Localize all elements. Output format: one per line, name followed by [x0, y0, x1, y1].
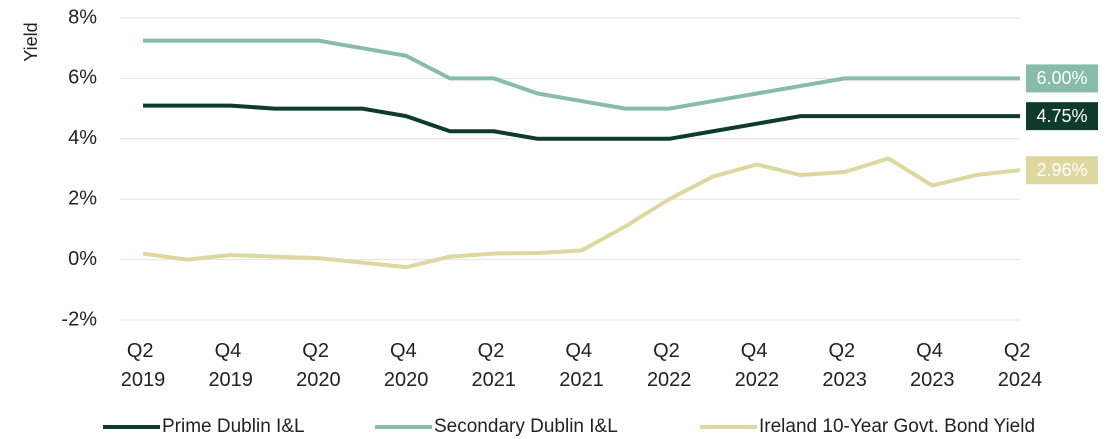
x-tick-label: Q2 2020: [296, 340, 341, 391]
y-tick-label: 2%: [68, 187, 97, 209]
y-tick-label: 6%: [68, 67, 97, 89]
legend-label: Secondary Dublin I&L: [434, 416, 618, 437]
x-tick-label: Q4 2023: [910, 340, 955, 391]
x-tick-label: Q4 2022: [735, 340, 780, 391]
x-tick-label: Q4 2019: [208, 340, 253, 391]
end-label: 6.00%: [1036, 68, 1087, 88]
x-tick-label: Q2 2023: [822, 340, 867, 391]
end-label: 2.96%: [1036, 160, 1087, 180]
y-tick-label: 8%: [68, 6, 97, 28]
series-line: [143, 38, 1020, 111]
y-axis-label: Yield: [21, 22, 41, 61]
legend-label: Prime Dublin I&L: [162, 416, 305, 437]
end-label-box: [1026, 156, 1098, 185]
x-tick-label: Q2 2021: [472, 340, 517, 391]
end-label: 4.75%: [1036, 106, 1087, 126]
legend-label: Ireland 10-Year Govt. Bond Yield: [759, 416, 1035, 437]
y-tick-label: 0%: [68, 248, 97, 270]
y-tick-label: 4%: [68, 127, 97, 149]
series-line: [143, 103, 1020, 141]
end-label-box: [1026, 64, 1098, 93]
x-tick-label: Q4 2020: [384, 340, 429, 391]
x-tick-label: Q2 2019: [121, 340, 166, 391]
y-tick-label: -2%: [61, 308, 97, 330]
x-tick-label: Q4 2021: [559, 340, 604, 391]
x-tick-label: Q2 2024: [998, 340, 1043, 391]
end-label-box: [1026, 102, 1098, 131]
series-line: [142, 156, 1021, 270]
x-tick-label: Q2 2022: [647, 340, 692, 391]
